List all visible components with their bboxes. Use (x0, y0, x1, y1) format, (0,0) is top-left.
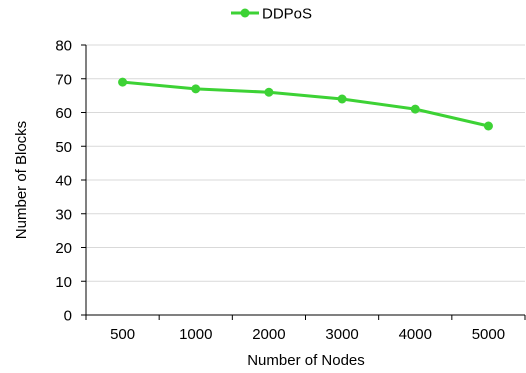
series-group (118, 77, 493, 131)
x-tick-label: 3000 (325, 326, 358, 343)
y-tick-label: 80 (55, 38, 72, 55)
data-point (118, 77, 128, 87)
y-tick-label: 10 (55, 274, 72, 291)
axes (81, 44, 526, 320)
series-line (122, 80, 489, 128)
x-tick-label: 5000 (472, 326, 505, 343)
data-point (410, 104, 420, 114)
legend-label: DDPoS (262, 6, 312, 23)
x-tick-label: 1000 (179, 326, 212, 343)
data-point (337, 94, 347, 104)
data-point (191, 84, 201, 94)
y-axis-title: Number of Blocks (13, 121, 30, 239)
data-point (483, 121, 493, 131)
x-axis-title: Number of Nodes (247, 352, 365, 369)
legend: DDPoS (231, 6, 312, 23)
y-tick-label: 40 (55, 173, 72, 190)
y-tick-label: 60 (55, 105, 72, 122)
y-tick-label: 20 (55, 240, 72, 257)
x-tick-labels: 500 1000 2000 3000 4000 5000 (110, 326, 505, 343)
y-tick-label: 70 (55, 71, 72, 88)
y-tick-label: 30 (55, 206, 72, 223)
data-point (264, 87, 274, 97)
gridlines (86, 44, 525, 282)
y-tick-label: 0 (64, 308, 72, 325)
x-tick-label: 2000 (252, 326, 285, 343)
x-tick-label: 4000 (399, 326, 432, 343)
y-tick-labels: 0 10 20 30 40 50 60 70 80 (55, 38, 72, 325)
x-tick-label: 500 (110, 326, 135, 343)
legend-marker-swatch (240, 8, 250, 18)
y-tick-label: 50 (55, 139, 72, 156)
